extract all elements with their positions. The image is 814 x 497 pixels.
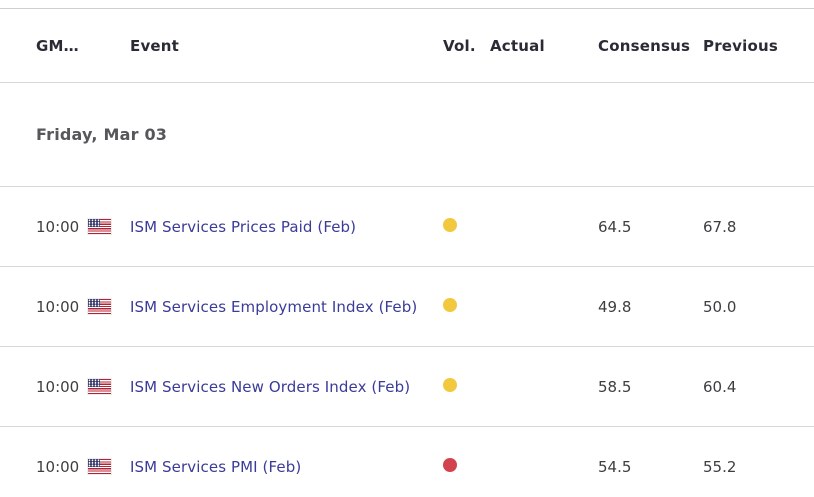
- time-cell: 10:00: [36, 218, 130, 236]
- consensus-value: 64.5: [598, 217, 632, 236]
- volatility-cell: [443, 377, 490, 396]
- event-link[interactable]: ISM Services Employment Index (Feb): [130, 297, 418, 316]
- volatility-dot-icon: [443, 457, 457, 472]
- volatility-cell: [443, 297, 490, 316]
- consensus-value: 58.5: [598, 377, 632, 396]
- volatility-dot-icon: [443, 377, 457, 392]
- previous-value: 50.0: [703, 297, 737, 316]
- time-cell: 10:00: [36, 378, 130, 396]
- previous-value: 60.4: [703, 377, 737, 396]
- event-row: 10:00 ISM Services Employment Index (Feb…: [0, 267, 814, 347]
- us-flag-icon: [88, 459, 112, 474]
- event-link[interactable]: ISM Services PMI (Feb): [130, 457, 302, 476]
- volatility-dot-icon: [443, 217, 457, 232]
- us-flag-icon: [88, 299, 112, 314]
- event-link[interactable]: ISM Services New Orders Index (Feb): [130, 377, 411, 396]
- column-header-consensus: Consensus: [598, 36, 691, 55]
- event-cell: ISM Services New Orders Index (Feb): [130, 378, 443, 396]
- time-cell: 10:00: [36, 458, 130, 476]
- event-row: 10:00 ISM Services PMI (Feb) 54.5 55.2: [0, 427, 814, 497]
- event-row: 10:00 ISM Services Prices Paid (Feb) 64.…: [0, 187, 814, 267]
- event-cell: ISM Services PMI (Feb): [130, 458, 443, 476]
- volatility-dot-icon: [443, 297, 457, 312]
- event-time: 10:00: [36, 377, 80, 396]
- column-header-gmt: GM…: [36, 36, 79, 55]
- event-row: 10:00 ISM Services New Orders Index (Feb…: [0, 347, 814, 427]
- date-label: Friday, Mar 03: [36, 125, 168, 144]
- date-section-row: Friday, Mar 03: [0, 83, 814, 187]
- volatility-cell: [443, 217, 490, 236]
- previous-value: 55.2: [703, 457, 737, 476]
- consensus-value: 54.5: [598, 457, 632, 476]
- column-header-event: Event: [130, 36, 180, 55]
- volatility-cell: [443, 457, 490, 476]
- event-cell: ISM Services Prices Paid (Feb): [130, 218, 443, 236]
- us-flag-icon: [88, 219, 112, 234]
- us-flag-icon: [88, 379, 112, 394]
- event-link[interactable]: ISM Services Prices Paid (Feb): [130, 217, 357, 236]
- event-time: 10:00: [36, 217, 80, 236]
- column-header-previous: Previous: [703, 36, 778, 55]
- calendar-header-row: GM… Event Vol. Actual Consensus Previous: [0, 8, 814, 83]
- event-time: 10:00: [36, 457, 80, 476]
- consensus-value: 49.8: [598, 297, 632, 316]
- column-header-actual: Actual: [490, 36, 545, 55]
- event-cell: ISM Services Employment Index (Feb): [130, 298, 443, 316]
- column-header-vol: Vol.: [443, 36, 476, 55]
- event-time: 10:00: [36, 297, 80, 316]
- previous-value: 67.8: [703, 217, 737, 236]
- time-cell: 10:00: [36, 298, 130, 316]
